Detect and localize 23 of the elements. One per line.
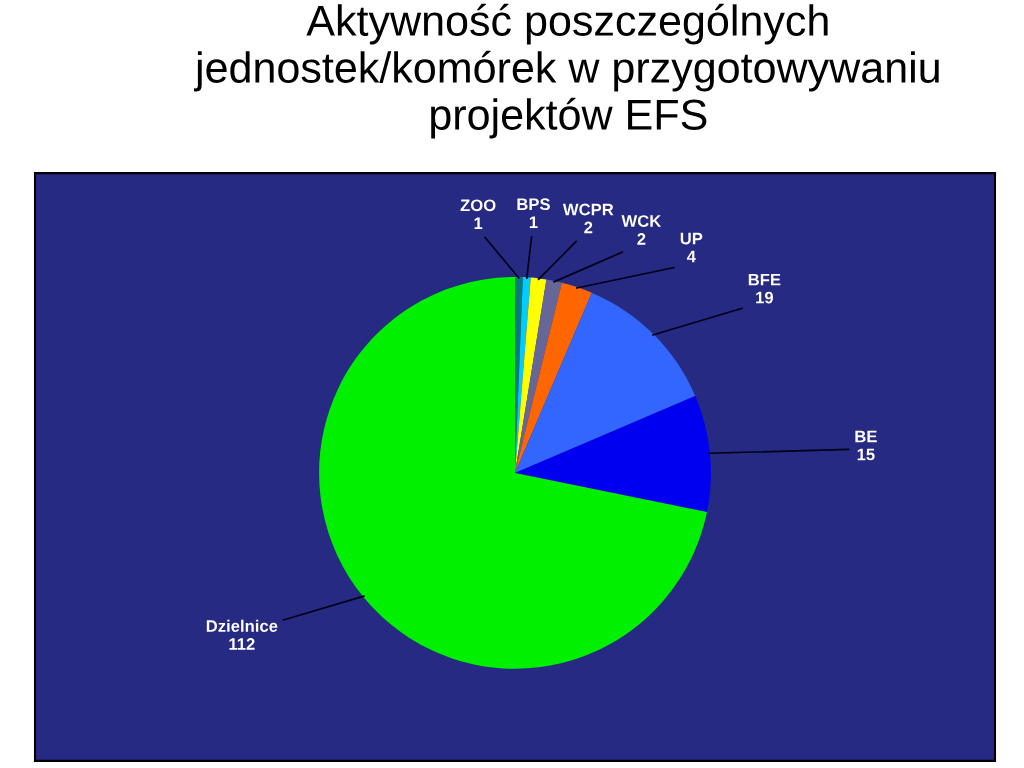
slice-label: WCK [621, 215, 662, 227]
pie-slice [515, 277, 547, 473]
slice-label: ZOO [460, 199, 496, 212]
pie-slice [515, 292, 696, 473]
slice-label: WCPR [562, 203, 614, 216]
data-label: 1 [529, 216, 538, 228]
data-label: 2 [637, 233, 646, 245]
pie-slice [319, 276, 707, 669]
pie-slice [515, 396, 711, 513]
slice-label: UP [680, 232, 703, 245]
pie-slice [515, 282, 592, 473]
slice-label: BFE [748, 273, 781, 286]
pie-slice [515, 279, 562, 473]
data-label: 15 [857, 448, 875, 461]
data-label: 4 [686, 250, 696, 263]
slice-label: Dzielnice [206, 619, 278, 632]
data-label: 19 [756, 291, 774, 304]
slice-label: BE [855, 430, 877, 443]
slice-label: BPS [517, 198, 550, 211]
data-label: 1 [474, 217, 483, 229]
data-label: 112 [229, 638, 255, 650]
chart-title: Aktywność poszczególnych jednostek/komórek w przygotowywaniu projektów EFS [193, 3, 939, 139]
data-label: 2 [584, 221, 593, 234]
